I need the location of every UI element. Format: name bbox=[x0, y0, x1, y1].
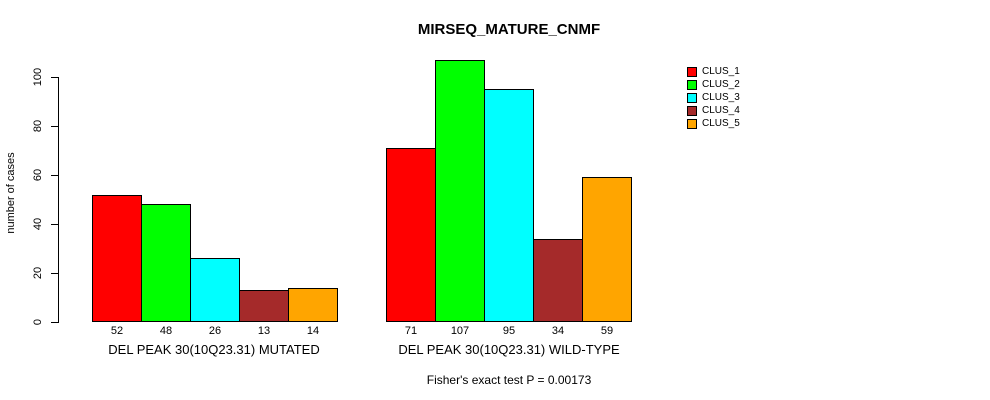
y-tick-mark bbox=[51, 77, 58, 78]
group-label-mutated: DEL PEAK 30(10Q23.31) MUTATED bbox=[108, 342, 320, 357]
chart-title: MIRSEQ_MATURE_CNMF bbox=[417, 21, 601, 38]
bar-value-label: 14 bbox=[306, 325, 320, 337]
legend-item-label: CLUS_2 bbox=[702, 79, 740, 90]
legend-item-clus_4: CLUS_4 bbox=[687, 105, 740, 117]
bar-clus_2-group2 bbox=[435, 59, 485, 322]
bar-clus_1-group1 bbox=[92, 194, 142, 322]
legend-item-label: CLUS_5 bbox=[702, 118, 740, 129]
y-tick-mark bbox=[51, 273, 58, 274]
y-tick-mark bbox=[51, 224, 58, 225]
bar-value-label: 13 bbox=[257, 325, 271, 337]
legend-item-clus_2: CLUS_2 bbox=[687, 79, 740, 91]
bar-value-label: 95 bbox=[502, 325, 516, 337]
legend-swatch-icon bbox=[687, 80, 697, 90]
bar-value-label: 52 bbox=[110, 325, 124, 337]
bar-clus_3-group2 bbox=[484, 89, 534, 322]
y-tick-mark bbox=[51, 126, 58, 127]
group-label-wildtype: DEL PEAK 30(10Q23.31) WILD-TYPE bbox=[398, 342, 620, 357]
bar-value-label: 71 bbox=[404, 325, 418, 337]
y-axis-label: number of cases bbox=[5, 152, 17, 234]
y-tick-label: 80 bbox=[32, 119, 44, 133]
legend-swatch-icon bbox=[687, 67, 697, 77]
bar-clus_5-group1 bbox=[288, 287, 338, 322]
bar-value-label: 34 bbox=[551, 325, 565, 337]
legend-swatch-icon bbox=[687, 106, 697, 116]
bar-value-label: 107 bbox=[450, 325, 470, 337]
y-tick-label: 20 bbox=[32, 266, 44, 280]
bar-clus_2-group1 bbox=[141, 204, 191, 322]
y-tick-mark bbox=[51, 322, 58, 323]
bar-value-label: 26 bbox=[208, 325, 222, 337]
y-axis-line bbox=[58, 77, 59, 323]
bar-clus_4-group2 bbox=[533, 238, 583, 322]
legend-item-label: CLUS_4 bbox=[702, 105, 740, 116]
legend-item-clus_1: CLUS_1 bbox=[687, 66, 740, 78]
bar-clus_1-group2 bbox=[386, 148, 436, 322]
caption-fishers-test: Fisher's exact test P = 0.00173 bbox=[426, 373, 592, 387]
bar-value-label: 48 bbox=[159, 325, 173, 337]
bar-clus_4-group1 bbox=[239, 290, 289, 322]
legend-item-label: CLUS_1 bbox=[702, 66, 740, 77]
legend-item-clus_3: CLUS_3 bbox=[687, 92, 740, 104]
legend-swatch-icon bbox=[687, 93, 697, 103]
y-tick-label: 0 bbox=[32, 318, 44, 326]
y-tick-mark bbox=[51, 175, 58, 176]
bar-clus_3-group1 bbox=[190, 258, 240, 322]
legend-swatch-icon bbox=[687, 119, 697, 129]
y-tick-label: 100 bbox=[32, 67, 44, 87]
legend-item-label: CLUS_3 bbox=[702, 92, 740, 103]
y-tick-label: 40 bbox=[32, 217, 44, 231]
bar-value-label: 59 bbox=[600, 325, 614, 337]
y-tick-label: 60 bbox=[32, 168, 44, 182]
legend-item-clus_5: CLUS_5 bbox=[687, 118, 740, 130]
bar-clus_5-group2 bbox=[582, 177, 632, 322]
